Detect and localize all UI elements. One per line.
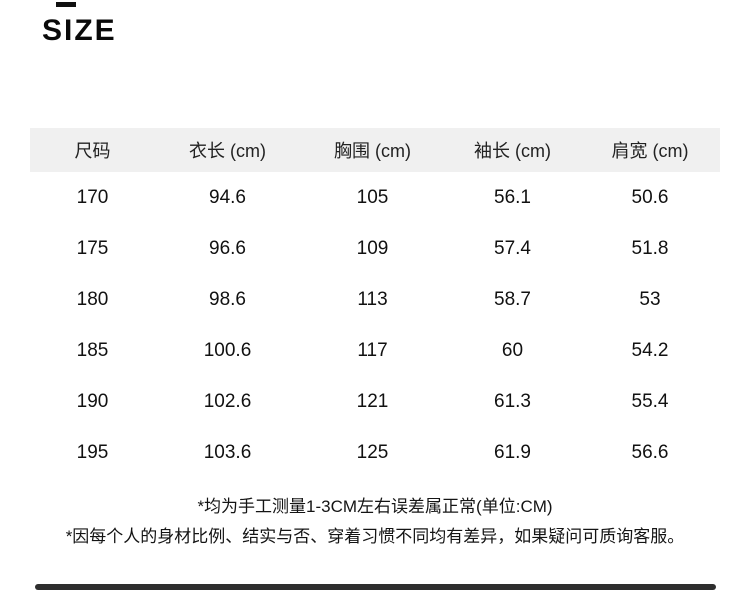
header-cell-0: 尺码 bbox=[74, 141, 111, 161]
logo-accent-dash bbox=[56, 2, 76, 7]
footnote-measurement-tolerance: *均为手工测量1-3CM左右误差属正常(单位:CM) bbox=[197, 497, 553, 516]
table-cell: 175 bbox=[76, 237, 109, 259]
header-cell-2: 胸围 (cm) bbox=[334, 141, 411, 161]
table-cell: 102.6 bbox=[203, 390, 252, 412]
page-title: SIZE bbox=[42, 14, 117, 47]
table-cell: 94.6 bbox=[209, 186, 246, 208]
size-table: 尺码 衣长 (cm) 胸围 (cm) 袖长 (cm) 肩宽 (cm) 170 94.6 10… bbox=[30, 128, 720, 478]
table-cell: 170 bbox=[76, 186, 109, 208]
table-row: 195 103.6 125 61.9 56.6 bbox=[30, 427, 720, 478]
table-cell: 57.4 bbox=[494, 237, 531, 259]
table-cell: 113 bbox=[357, 288, 388, 310]
table-cell: 56.6 bbox=[631, 441, 669, 463]
table-cell: 98.6 bbox=[209, 288, 246, 310]
size-table-header: 尺码 衣长 (cm) 胸围 (cm) 袖长 (cm) 肩宽 (cm) bbox=[30, 128, 720, 172]
table-cell: 55.4 bbox=[631, 390, 669, 412]
table-cell: 53 bbox=[639, 288, 661, 310]
header-cell-1: 衣长 (cm) bbox=[189, 141, 266, 161]
bottom-divider bbox=[35, 584, 716, 590]
table-row: 175 96.6 109 57.4 51.8 bbox=[30, 223, 720, 274]
table-row: 170 94.6 105 56.1 50.6 bbox=[30, 172, 720, 223]
table-cell: 61.3 bbox=[494, 390, 531, 412]
table-cell: 61.9 bbox=[494, 441, 531, 463]
table-cell: 51.8 bbox=[631, 237, 669, 259]
table-cell: 125 bbox=[356, 441, 389, 463]
table-cell: 185 bbox=[76, 339, 109, 361]
table-cell: 56.1 bbox=[494, 186, 531, 208]
table-cell: 180 bbox=[76, 288, 109, 310]
table-cell: 54.2 bbox=[631, 339, 669, 361]
table-cell: 60 bbox=[501, 339, 524, 361]
table-row: 180 98.6 113 58.7 53 bbox=[30, 274, 720, 325]
table-row: 190 102.6 121 61.3 55.4 bbox=[30, 376, 720, 427]
header-cell-4: 肩宽 (cm) bbox=[611, 141, 689, 161]
table-cell: 103.6 bbox=[203, 441, 252, 463]
table-cell: 96.6 bbox=[209, 237, 246, 259]
header-cell-3: 袖长 (cm) bbox=[474, 141, 551, 161]
table-cell: 121 bbox=[356, 390, 389, 412]
table-cell: 190 bbox=[76, 390, 109, 412]
table-cell: 50.6 bbox=[631, 186, 669, 208]
table-cell: 58.7 bbox=[494, 288, 531, 310]
table-cell: 195 bbox=[76, 441, 109, 463]
table-cell: 117 bbox=[357, 339, 388, 361]
table-row: 185 100.6 117 60 54.2 bbox=[30, 325, 720, 376]
footnotes: *均为手工测量1-3CM左右误差属正常(单位:CM) *因每个人的身材比例、结实… bbox=[0, 492, 750, 552]
table-cell: 105 bbox=[356, 186, 389, 208]
table-cell: 109 bbox=[356, 237, 389, 259]
table-cell: 100.6 bbox=[203, 339, 252, 361]
size-table-body: 170 94.6 105 56.1 50.6 175 96.6 109 57.4 51.8 180 9… bbox=[30, 172, 720, 478]
footnote-body-difference: *因每个人的身材比例、结实与否、穿着习惯不同均有差异，如果疑问可质询客服。 bbox=[65, 527, 685, 546]
